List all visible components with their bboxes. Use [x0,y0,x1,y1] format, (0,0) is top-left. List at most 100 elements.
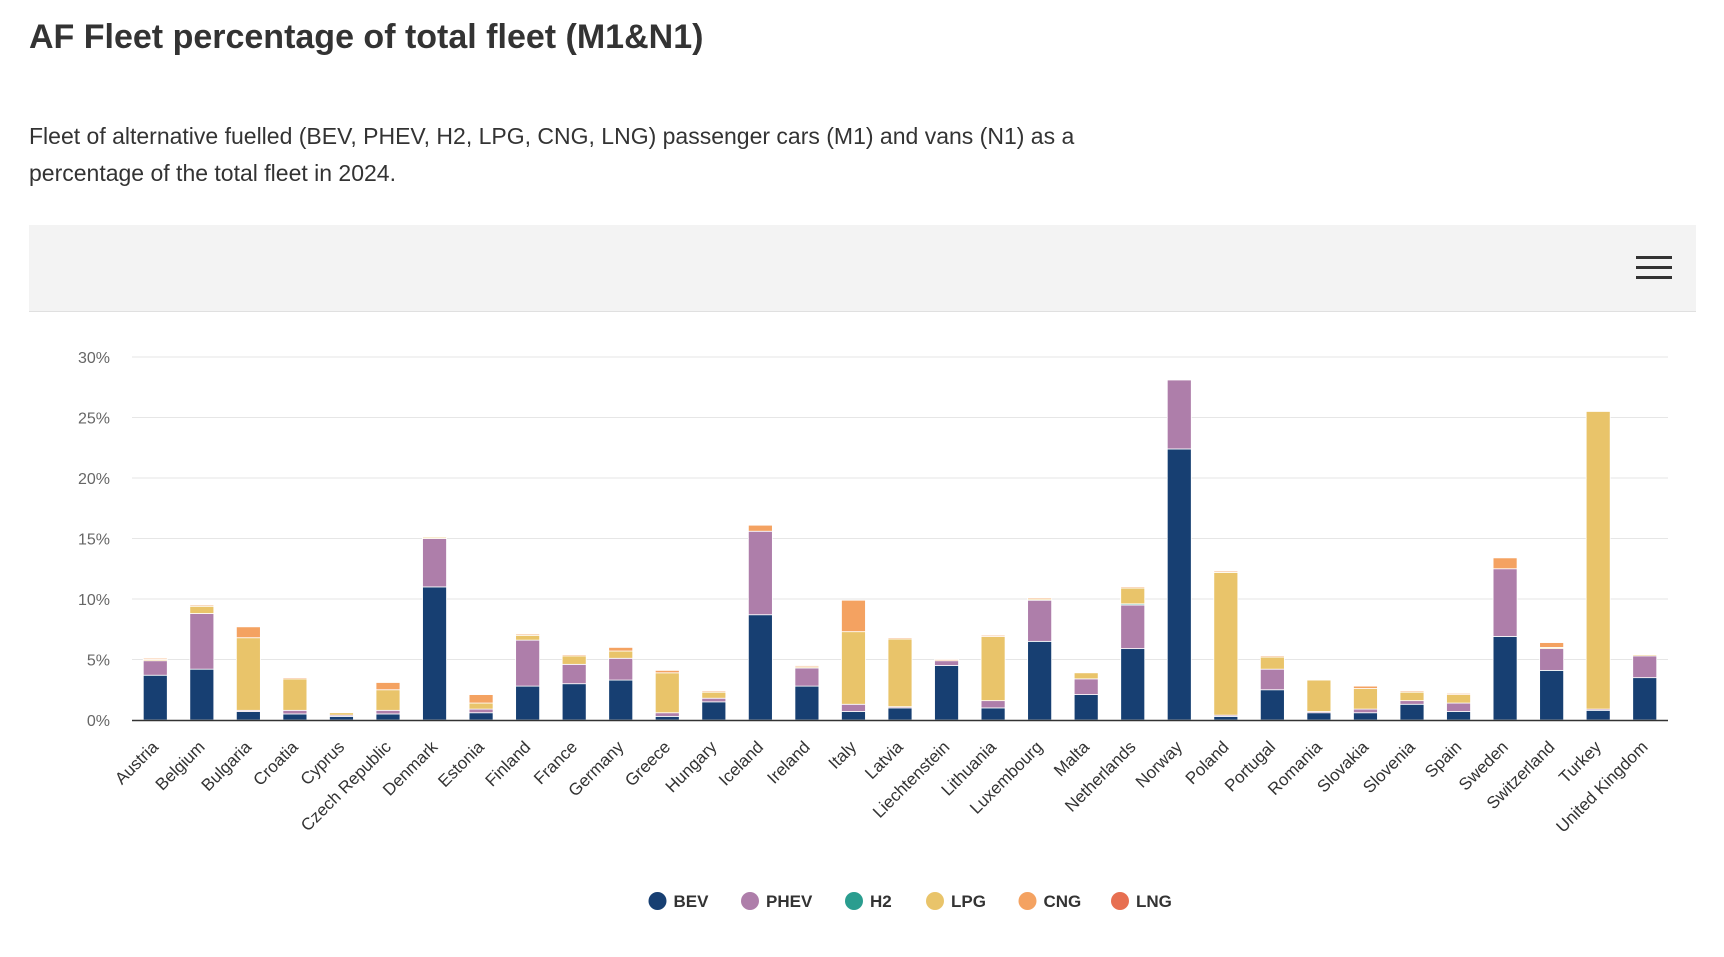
bar-segment-lpg[interactable] [1353,688,1378,710]
bar-stack-germany[interactable] [608,646,634,721]
bar-segment-bev[interactable] [1073,694,1099,721]
bar-segment-lpg[interactable] [1213,571,1239,716]
bar-segment-bev[interactable] [468,712,494,721]
bar-segment-lpg[interactable] [1073,672,1099,680]
bar-segment-phev[interactable] [1399,700,1425,705]
bar-stack-greece[interactable] [654,669,680,721]
bar-segment-phev[interactable] [561,663,587,685]
bar-segment-lpg[interactable] [1585,411,1611,710]
bar-segment-lpg[interactable] [654,672,680,714]
bar-segment-cng[interactable] [375,682,401,691]
bar-segment-lpg[interactable] [375,689,401,711]
bar-segment-cng[interactable] [747,524,773,532]
bar-segment-cng[interactable] [701,690,727,693]
bar-segment-phev[interactable] [934,660,959,666]
bar-segment-cng[interactable] [1027,597,1053,600]
bar-segment-phev[interactable] [1446,702,1471,712]
bar-segment-bev[interactable] [1632,677,1658,721]
bar-segment-phev[interactable] [1353,708,1378,714]
bar-segment-cng[interactable] [1213,570,1239,573]
bar-stack-spain[interactable] [1446,692,1471,721]
bar-segment-cng[interactable] [468,694,494,704]
bar-segment-bev[interactable] [1166,448,1192,721]
bar-segment-lpg[interactable] [1632,654,1658,657]
bar-stack-bulgaria[interactable] [235,626,261,721]
legend-item-h2[interactable]: H2 [845,892,892,911]
legend-item-bev[interactable]: BEV [648,892,710,911]
bar-segment-phev[interactable] [422,538,447,588]
bar-segment-lpg[interactable] [1306,679,1332,712]
bar-segment-bev[interactable] [1492,636,1518,721]
bar-segment-cng[interactable] [282,677,308,680]
bar-segment-bev[interactable] [980,707,1006,721]
bar-segment-phev[interactable] [747,530,773,616]
bar-segment-cng[interactable] [1446,692,1471,695]
bar-segment-cng[interactable] [189,604,215,607]
bar-stack-hungary[interactable] [701,690,727,721]
bar-segment-bev[interactable] [747,614,773,721]
legend-item-cng[interactable]: CNG [1018,892,1082,911]
bar-stack-lithuania[interactable] [980,634,1006,721]
bar-segment-bev[interactable] [1399,703,1425,721]
bar-segment-bev[interactable] [1585,709,1611,721]
bar-segment-lpg[interactable] [1399,691,1425,702]
bar-segment-bev[interactable] [142,674,168,721]
bar-stack-norway[interactable] [1166,379,1192,721]
bar-segment-bev[interactable] [282,713,308,721]
bar-segment-phev[interactable] [468,708,494,714]
bar-segment-cng[interactable] [561,654,587,657]
bar-segment-bev[interactable] [189,668,215,721]
bar-stack-denmark[interactable] [422,536,447,721]
bar-stack-slovakia[interactable] [1353,685,1378,721]
bar-segment-bev[interactable] [375,713,401,721]
bar-segment-bev[interactable] [1027,640,1053,721]
bar-segment-bev[interactable] [1213,715,1239,721]
bar-segment-bev[interactable] [794,685,820,721]
bar-segment-cng[interactable] [1120,586,1146,589]
bar-segment-lpg[interactable] [561,655,587,665]
bar-stack-sweden[interactable] [1492,557,1518,721]
bar-segment-phev[interactable] [1632,655,1658,679]
bar-segment-cng[interactable] [142,657,168,660]
bar-segment-phev[interactable] [1539,648,1565,671]
bar-stack-liechtenstein[interactable] [934,659,959,721]
bar-segment-phev[interactable] [282,709,308,715]
bar-segment-phev[interactable] [189,613,215,670]
bar-stack-turkey[interactable] [1585,411,1611,721]
bar-segment-lpg[interactable] [515,634,541,641]
bar-segment-lpg[interactable] [422,536,447,539]
bar-segment-cng[interactable] [1259,655,1285,658]
bar-segment-phev[interactable] [1027,599,1053,642]
bar-stack-slovenia[interactable] [1399,690,1425,721]
bar-segment-cng[interactable] [1539,642,1565,648]
bar-stack-austria[interactable] [142,657,168,721]
bar-stack-estonia[interactable] [468,694,494,721]
bar-segment-phev[interactable] [1166,379,1192,450]
bar-segment-cng[interactable] [980,634,1006,637]
bar-segment-phev[interactable] [375,709,401,715]
bar-stack-switzerland[interactable] [1539,642,1565,721]
bar-segment-lpg[interactable] [282,678,308,711]
bar-segment-phev[interactable] [608,657,634,681]
bar-stack-netherlands[interactable] [1120,586,1146,721]
bar-segment-bev[interactable] [887,707,913,721]
bar-stack-czech-republic[interactable] [375,682,401,721]
bar-segment-phev[interactable] [980,700,1006,709]
bar-segment-cng[interactable] [841,599,866,633]
bar-stack-luxembourg[interactable] [1027,597,1053,721]
bar-segment-bev[interactable] [841,711,866,721]
bar-stack-portugal[interactable] [1259,655,1285,721]
bar-stack-romania[interactable] [1306,679,1332,721]
bar-segment-bev[interactable] [235,711,261,721]
bar-segment-lpg[interactable] [980,636,1006,702]
bar-stack-poland[interactable] [1213,570,1239,721]
hamburger-menu-icon[interactable] [1636,253,1674,283]
bar-segment-phev[interactable] [1259,668,1285,691]
bar-segment-cng[interactable] [794,665,820,668]
bar-segment-cng[interactable] [1399,690,1425,693]
bar-segment-bev[interactable] [1539,669,1565,721]
bar-segment-bev[interactable] [329,715,354,721]
bar-stack-finland[interactable] [515,633,541,721]
bar-segment-cng[interactable] [235,626,261,639]
bar-segment-phev[interactable] [1073,678,1099,695]
